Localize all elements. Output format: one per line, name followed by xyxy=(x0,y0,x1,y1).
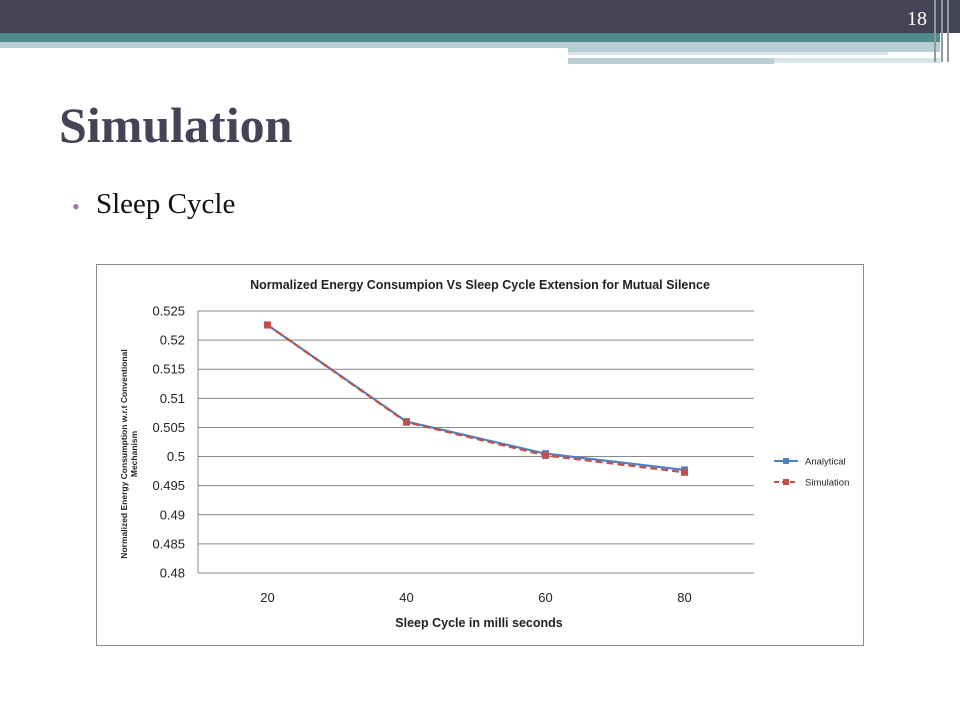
y-tick-label: 0.485 xyxy=(152,536,185,551)
header-accent-band-light xyxy=(568,58,774,64)
x-tick-label: 60 xyxy=(538,590,552,605)
y-axis-label: Normalized Energy Consumption w.r.t Conv… xyxy=(119,349,139,558)
y-tick-label: 0.48 xyxy=(160,566,185,581)
energy-chart: Normalized Energy Consumpion Vs Sleep Cy… xyxy=(119,278,849,630)
x-tick-label: 80 xyxy=(677,590,691,605)
bullet-dot-icon: • xyxy=(72,194,80,219)
header-accent-band xyxy=(0,33,940,42)
legend-marker-simulation xyxy=(783,479,789,485)
header-divider xyxy=(941,0,943,62)
y-tick-label: 0.52 xyxy=(160,333,185,348)
bullet-text: Sleep Cycle xyxy=(96,188,236,220)
data-point-simulation xyxy=(403,418,410,426)
slide-title: Simulation xyxy=(59,97,293,153)
legend-label: Analytical xyxy=(805,457,846,468)
y-tick-label: 0.505 xyxy=(152,420,185,435)
y-tick-label: 0.525 xyxy=(152,304,185,319)
slide-number: 18 xyxy=(907,8,927,30)
header-accent-band-light xyxy=(568,52,888,55)
data-point-simulation xyxy=(542,451,549,459)
header-accent-band-light xyxy=(568,42,940,52)
chart-frame: Normalized Energy Consumpion Vs Sleep Cy… xyxy=(96,264,864,646)
data-point-simulation xyxy=(264,321,271,329)
y-tick-label: 0.49 xyxy=(160,507,185,522)
data-point-simulation xyxy=(681,468,688,476)
x-axis-label: Sleep Cycle in milli seconds xyxy=(395,616,562,630)
y-tick-label: 0.5 xyxy=(167,449,185,464)
legend-marker-analytical xyxy=(783,458,789,464)
header-bar xyxy=(0,0,960,33)
x-tick-label: 40 xyxy=(399,590,413,605)
header-accent-band-light xyxy=(774,58,940,63)
y-tick-label: 0.515 xyxy=(152,362,185,377)
chart-title: Normalized Energy Consumpion Vs Sleep Cy… xyxy=(250,278,710,292)
header-accent-band-light xyxy=(0,42,568,48)
y-axis-label-line: Mechanism xyxy=(129,430,139,477)
header-divider xyxy=(947,0,949,62)
y-tick-label: 0.51 xyxy=(160,391,185,406)
y-tick-label: 0.495 xyxy=(152,478,185,493)
y-axis-label-line: Normalized Energy Consumption w.r.t Conv… xyxy=(119,349,129,558)
x-tick-label: 20 xyxy=(260,590,274,605)
legend-label: Simulation xyxy=(805,478,849,489)
header-divider xyxy=(934,0,936,62)
series-line-analytical xyxy=(266,324,685,472)
